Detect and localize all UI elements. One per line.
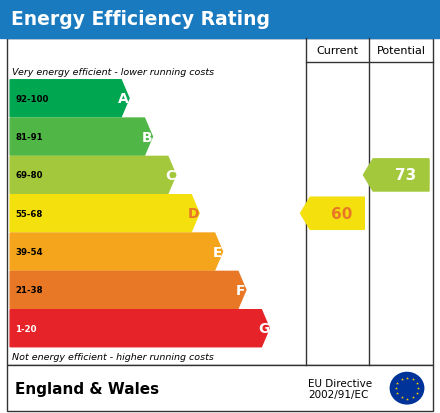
Text: E: E	[212, 245, 222, 259]
Text: 2002/91/EC: 2002/91/EC	[308, 389, 368, 399]
Bar	[7, 39, 433, 366]
Text: England & Wales: England & Wales	[15, 381, 160, 396]
Text: Very energy efficient - lower running costs: Very energy efficient - lower running co…	[12, 67, 214, 76]
Polygon shape	[10, 81, 129, 118]
Text: C: C	[165, 169, 176, 183]
Text: 60: 60	[331, 206, 352, 221]
Text: 21-38: 21-38	[15, 286, 43, 295]
Text: 69-80: 69-80	[15, 171, 43, 180]
Text: EU Directive: EU Directive	[308, 378, 372, 388]
Text: F: F	[236, 283, 245, 297]
Polygon shape	[301, 198, 364, 230]
Text: Energy Efficiency Rating: Energy Efficiency Rating	[11, 10, 270, 29]
Text: Current: Current	[316, 46, 358, 56]
Text: 81-91: 81-91	[15, 133, 43, 142]
Text: Not energy efficient - higher running costs: Not energy efficient - higher running co…	[12, 352, 214, 361]
Bar	[0, 0, 440, 39]
Polygon shape	[10, 119, 152, 156]
Bar	[7, 366, 433, 411]
Circle shape	[390, 373, 424, 404]
Polygon shape	[363, 159, 429, 192]
Polygon shape	[10, 272, 246, 309]
Text: 55-68: 55-68	[15, 209, 43, 218]
Text: G: G	[258, 321, 269, 335]
Text: B: B	[142, 130, 152, 144]
Polygon shape	[10, 195, 199, 232]
Text: A: A	[118, 92, 129, 106]
Text: Potential: Potential	[377, 46, 425, 56]
Text: 73: 73	[395, 168, 416, 183]
Text: 92-100: 92-100	[15, 95, 49, 104]
Polygon shape	[10, 157, 176, 194]
Polygon shape	[10, 233, 223, 271]
Text: D: D	[188, 207, 199, 221]
Text: 39-54: 39-54	[15, 247, 43, 256]
Polygon shape	[10, 310, 269, 347]
Text: 1-20: 1-20	[15, 324, 37, 333]
